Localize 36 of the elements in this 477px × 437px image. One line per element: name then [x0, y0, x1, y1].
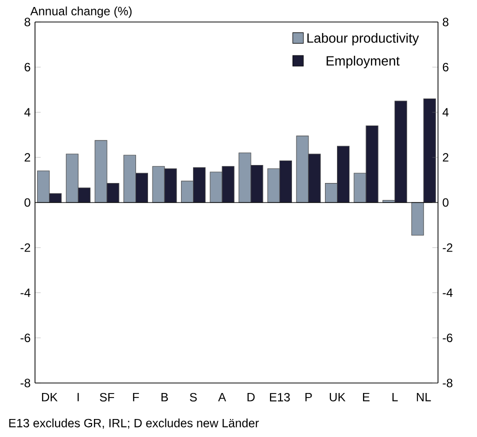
text: E13 excludes GR, IRL; D excludes new Länder	[9, 418, 259, 429]
x-tick-label: F	[133, 392, 139, 402]
y-tick-label: -8	[20, 378, 30, 388]
x-tick-label: SF	[100, 392, 114, 402]
y2-tick-label: -8	[442, 378, 452, 388]
x-tick-label: L	[392, 392, 398, 402]
y2-tick-label: -6	[442, 334, 452, 342]
y-tick-label: 4	[24, 108, 30, 116]
y2-tick-label: 8	[442, 18, 448, 26]
y-tick-label: -2	[20, 243, 30, 252]
legend-label: Employment	[326, 56, 400, 68]
y-axis-title: Annual change (%)	[30, 6, 132, 18]
x-tick-label: E13	[270, 392, 290, 402]
y2-tick-label: -4	[442, 288, 453, 297]
legend-label: Labour productivity	[307, 33, 419, 46]
y2-tick-label: 6	[442, 62, 448, 72]
x-tick-label: A	[218, 392, 226, 402]
y-tick-label: 2	[24, 153, 30, 162]
y-tick-label: 0	[24, 198, 30, 207]
x-tick-label: UK	[330, 392, 346, 402]
x-tick-label: D	[248, 392, 255, 402]
x-tick-label: B	[162, 392, 168, 402]
y2-tick-label: 2	[442, 153, 448, 162]
x-tick-label: P	[305, 392, 312, 402]
y2-tick-label: 4	[442, 108, 449, 116]
y2-tick-label: -2	[442, 243, 452, 252]
x-tick-label: E	[363, 392, 370, 402]
x-tick-label: DK	[42, 392, 58, 402]
x-tick-label: NL	[416, 392, 431, 402]
y-tick-label: 8	[24, 18, 30, 26]
x-tick-label: S	[190, 392, 197, 402]
y2-tick-label: 0	[442, 198, 448, 207]
y-tick-label: 6	[24, 62, 30, 72]
x-tick-label: I	[78, 392, 79, 402]
y-tick-label: -6	[20, 334, 30, 342]
y-tick-label: -4	[20, 288, 30, 297]
